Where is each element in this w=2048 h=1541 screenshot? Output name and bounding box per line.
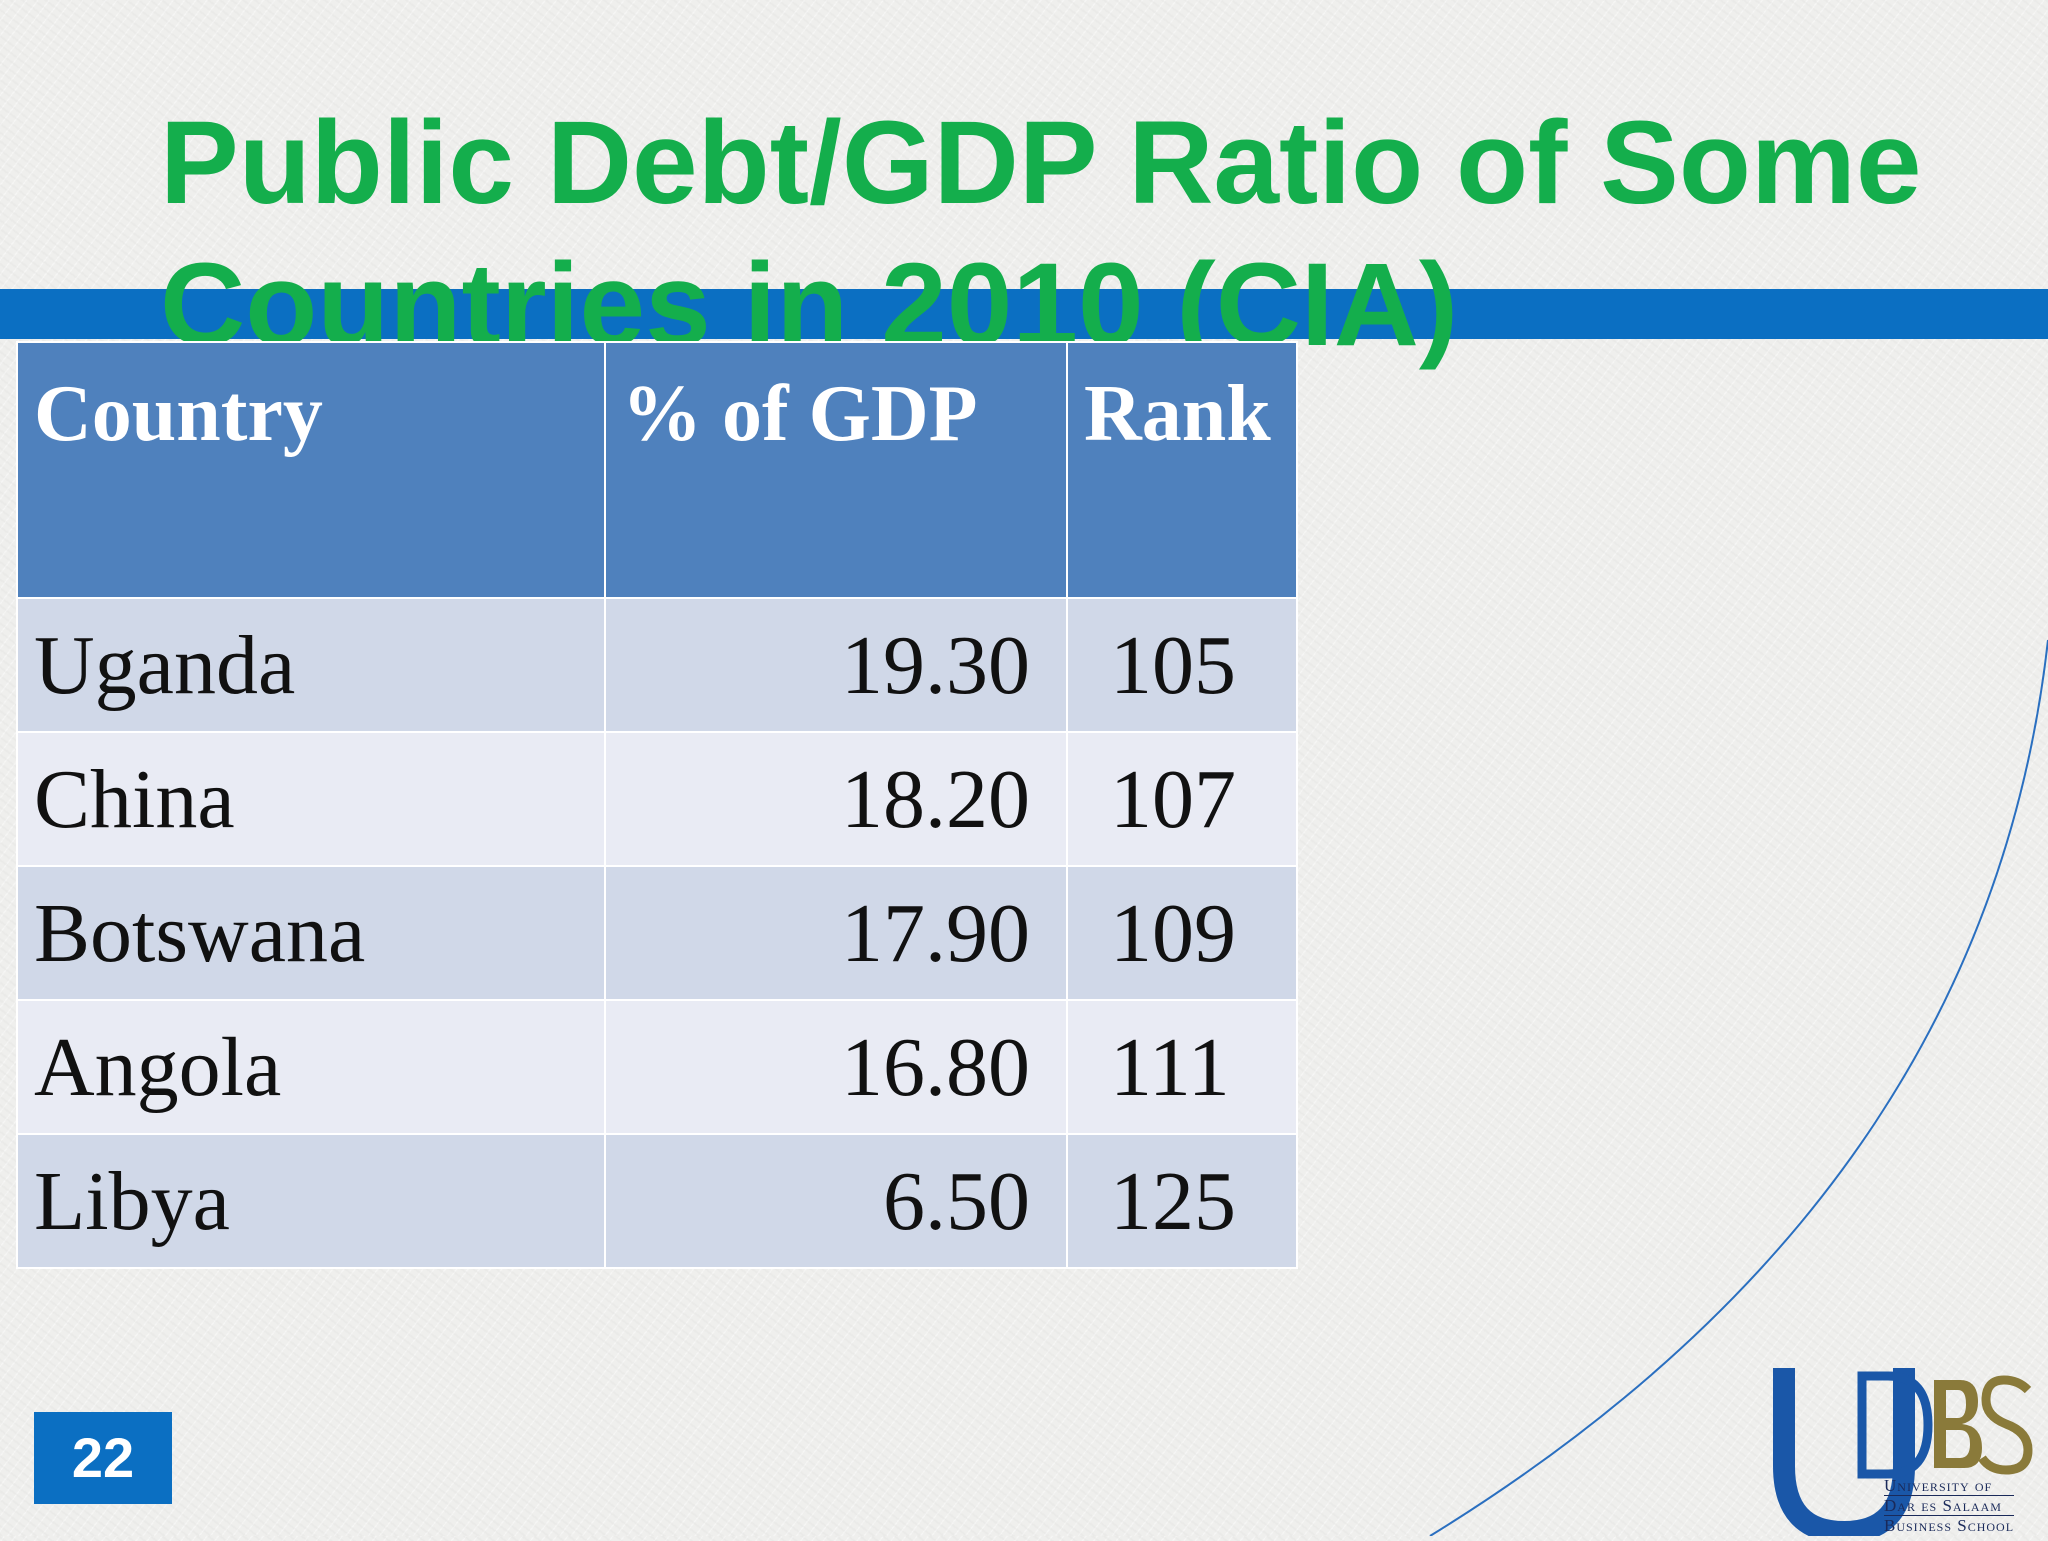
title-band [0, 289, 2048, 339]
logo-line-1: University of [1884, 1476, 2015, 1496]
udbs-logo-mark [1773, 1368, 2033, 1541]
cell-pct-gdp: 19.30 [604, 597, 1068, 733]
udbs-logo: University of Dar es Salaam Business Sch… [1766, 1346, 2048, 1541]
header-rank: Rank [1066, 341, 1298, 599]
cell-country: Angola [16, 999, 606, 1135]
cell-country: Botswana [16, 865, 606, 1001]
cell-rank: 107 [1066, 731, 1298, 867]
cell-rank: 109 [1066, 865, 1298, 1001]
header-country: Country [16, 341, 606, 599]
header-pct-gdp: % of GDP [604, 341, 1068, 599]
cell-rank: 105 [1066, 597, 1298, 733]
table-row: Uganda 19.30 105 [16, 597, 1298, 733]
table-row: Angola 16.80 111 [16, 999, 1298, 1135]
table-row: Botswana 17.90 109 [16, 865, 1298, 1001]
logo-line-3: Business School [1884, 1516, 2015, 1535]
cell-pct-gdp: 17.90 [604, 865, 1068, 1001]
page-number: 22 [34, 1412, 172, 1504]
cell-pct-gdp: 18.20 [604, 731, 1068, 867]
cell-pct-gdp: 6.50 [604, 1133, 1068, 1269]
logo-caption: University of Dar es Salaam Business Sch… [1884, 1476, 2015, 1535]
table-row: Libya 6.50 125 [16, 1133, 1298, 1269]
cell-pct-gdp: 16.80 [604, 999, 1068, 1135]
cell-country: Libya [16, 1133, 606, 1269]
table-row: China 18.20 107 [16, 731, 1298, 867]
cell-country: Uganda [16, 597, 606, 733]
cell-rank: 111 [1066, 999, 1298, 1135]
debt-table: Country % of GDP Rank Uganda 19.30 105 C… [16, 341, 1298, 1269]
table-header-row: Country % of GDP Rank [16, 341, 1298, 599]
cell-rank: 125 [1066, 1133, 1298, 1269]
cell-country: China [16, 731, 606, 867]
logo-line-2: Dar es Salaam [1884, 1496, 2015, 1516]
